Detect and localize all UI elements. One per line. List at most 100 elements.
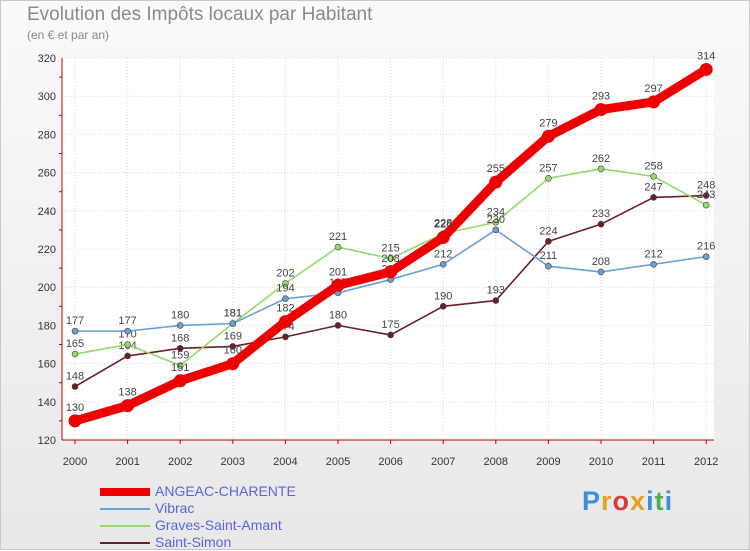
data-label: 175 [381,319,399,331]
x-tick-label: 2001 [115,456,139,468]
data-label: 190 [434,290,452,302]
y-tick-label: 200 [38,282,56,294]
data-label: 234 [487,206,505,218]
data-label: 230 [487,214,505,226]
data-point [492,218,500,226]
data-point [597,268,605,276]
data-point [68,414,82,428]
data-label: 208 [592,256,610,268]
proxiti-logo: Proxiti [582,486,673,517]
data-point [71,350,79,358]
data-label: 201 [329,266,347,278]
data-point [439,302,447,310]
logo-letter: o [612,486,631,516]
data-point [334,322,342,329]
data-label: 226 [434,219,452,231]
data-point [650,260,657,268]
data-point [597,165,605,173]
data-point [650,173,657,180]
data-label: 247 [644,181,662,193]
y-tick-label: 240 [38,206,56,218]
x-tick-label: 2007 [431,456,455,468]
legend-label: Vibrac [155,500,195,516]
y-tick-label: 260 [38,168,56,180]
data-label: 293 [592,91,610,103]
data-point [439,260,447,268]
data-point [173,374,187,388]
data-point [226,357,240,371]
data-label: 181 [224,307,242,319]
x-tick-label: 2009 [536,456,560,468]
data-point [702,201,710,209]
y-tick-label: 220 [38,244,56,256]
logo-letter: P [582,486,602,516]
data-point [229,320,237,327]
x-tick-label: 2002 [168,456,192,468]
data-label: 138 [118,387,136,399]
data-label: 212 [434,248,452,260]
data-label: 211 [540,250,558,262]
data-label: 151 [171,362,189,374]
data-point [124,352,131,360]
data-label: 182 [276,303,294,315]
data-point [436,231,450,245]
data-label: 212 [644,248,662,260]
y-tick-label: 300 [38,91,56,103]
data-point [699,62,713,76]
data-label: 215 [381,243,399,255]
data-point [702,192,710,199]
data-label: 160 [224,345,242,357]
data-label: 248 [697,180,715,192]
data-label: 177 [118,315,136,327]
logo-letter: t [654,486,665,516]
data-point [176,362,184,369]
data-label: 165 [66,338,84,350]
data-point [176,345,184,352]
data-label: 224 [539,225,557,237]
x-tick-label: 2008 [484,456,508,468]
data-point [387,331,394,339]
x-tick-label: 2005 [326,456,350,468]
data-label: 202 [276,267,294,279]
y-tick-label: 140 [38,397,56,409]
data-label: 314 [697,50,715,62]
data-point [545,262,552,270]
data-label: 216 [697,241,715,253]
y-tick-label: 120 [38,435,56,447]
data-point [71,327,79,335]
data-point [282,280,289,287]
data-label: 262 [592,153,610,165]
data-point [489,175,503,189]
data-label: 258 [644,160,662,172]
data-point [492,226,500,234]
logo-letter: x [630,486,647,516]
data-label: 255 [487,163,505,175]
x-tick-label: 2011 [642,456,666,468]
legend-label: Saint-Simon [155,534,232,550]
data-point [282,333,289,341]
data-point [121,399,135,413]
y-tick-label: 320 [38,53,56,65]
data-point [647,95,661,109]
x-tick-label: 2004 [273,456,297,468]
logo-letter: i [646,486,655,516]
data-label: 180 [171,309,189,321]
x-tick-label: 2010 [589,456,613,468]
data-label: 194 [276,283,294,295]
data-label: 168 [171,332,189,344]
data-point [384,265,398,279]
data-point [124,341,131,348]
data-label: 233 [592,208,610,220]
data-label: 297 [644,83,662,95]
data-point [331,278,345,292]
legend-swatch [100,508,150,510]
x-tick-label: 2003 [221,456,245,468]
data-point [387,255,394,262]
data-point [597,220,605,228]
data-point [545,238,552,245]
data-label: 169 [224,330,242,342]
data-label: 221 [329,231,347,243]
data-point [124,327,131,335]
data-label: 130 [66,402,84,414]
